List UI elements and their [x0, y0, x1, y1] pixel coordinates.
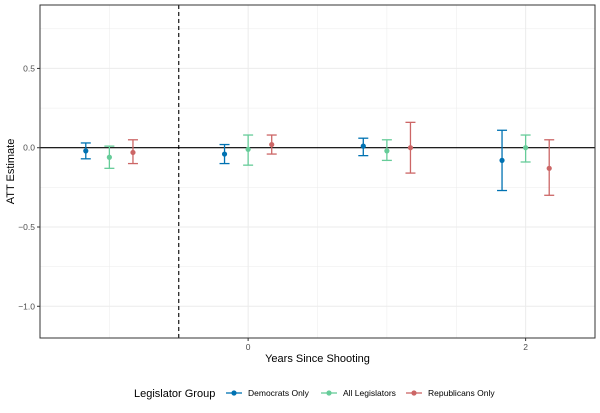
data-marks [80, 121, 555, 196]
estimate-point [269, 141, 275, 148]
estimate-point [499, 157, 505, 163]
y-axis-title: ATT Estimate [5, 139, 17, 205]
estimate-point [221, 151, 228, 157]
legend-key-point [231, 390, 237, 396]
y-tick-label: −1.0 [18, 301, 35, 311]
legend-label: Democrats Only [248, 388, 310, 398]
estimate-point [83, 148, 89, 154]
legend-label: All Legislators [343, 388, 396, 398]
x-tick-label: 0 [246, 342, 251, 352]
estimate-point [106, 154, 112, 160]
y-tick-label: −0.5 [18, 222, 35, 232]
legend: Legislator Group Democrats Only All Legis… [134, 388, 495, 400]
x-tick-label: 2 [523, 342, 528, 352]
y-tick-label: 0.5 [23, 63, 35, 73]
y-tick-label: 0.0 [23, 143, 35, 153]
estimate-point [523, 145, 529, 151]
panel-border [39, 4, 596, 339]
estimate-point [407, 145, 414, 151]
estimate-point [546, 165, 552, 171]
estimate-point [384, 148, 390, 154]
legend-label: Republicans Only [428, 388, 495, 398]
legend-title: Legislator Group [134, 388, 215, 400]
x-axis-title: Years Since Shooting [265, 353, 370, 365]
legend-key-point [411, 390, 417, 396]
y-axis: −1.0 −0.5 0.0 0.5 [18, 63, 40, 311]
estimate-point [245, 146, 251, 152]
estimate-point [360, 143, 366, 149]
legend-key-point [326, 390, 332, 396]
estimate-point [130, 149, 136, 156]
